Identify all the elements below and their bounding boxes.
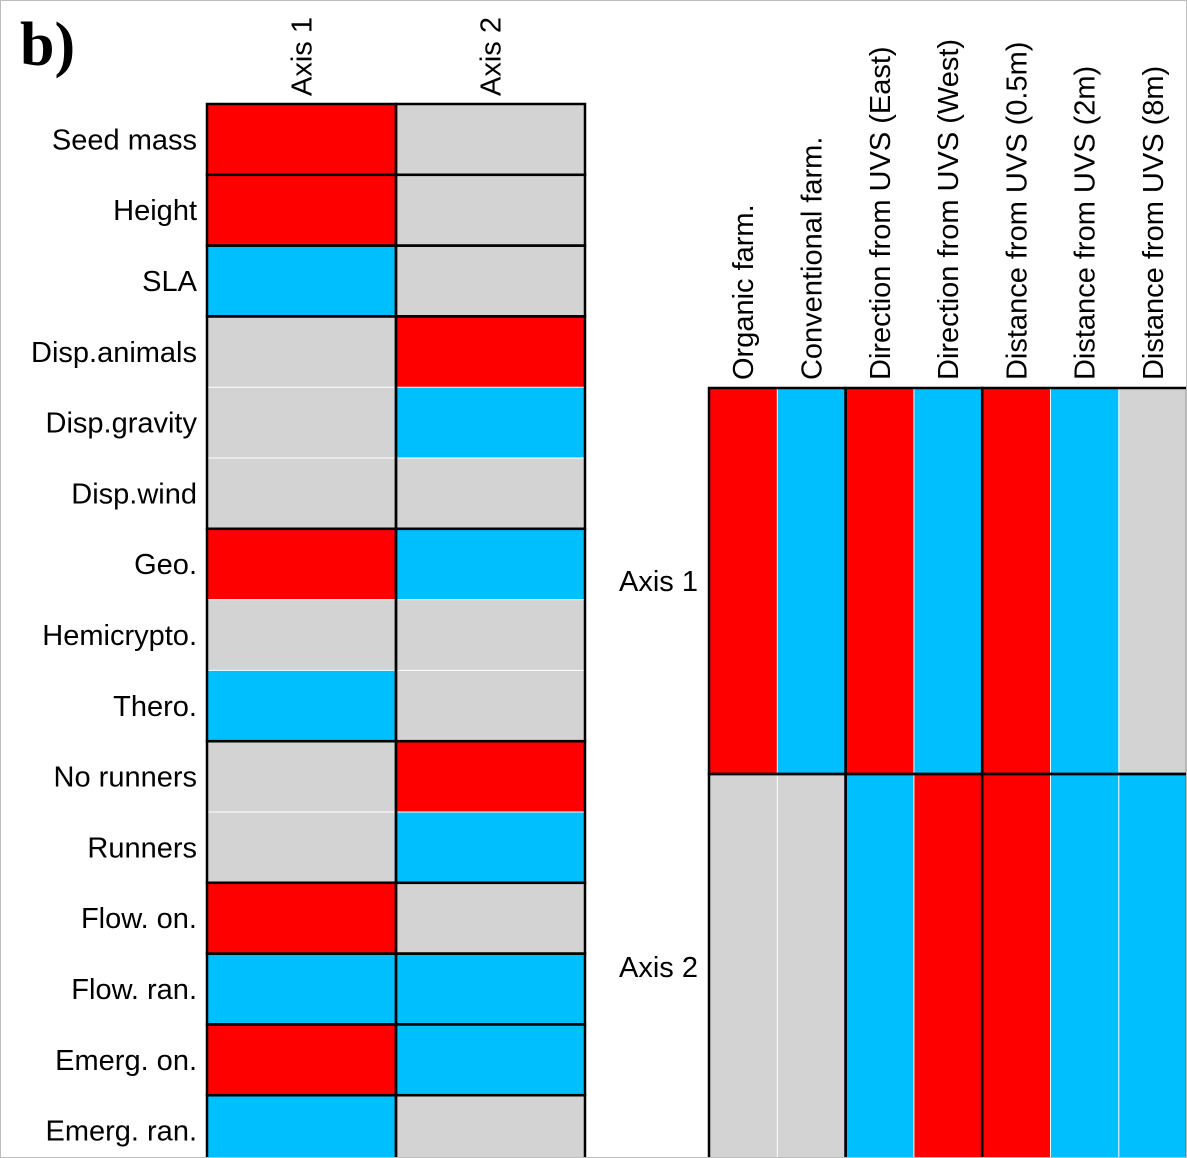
cell-flow-on-axis-1 (207, 882, 396, 954)
cell-disp-wind-axis-1 (207, 458, 396, 529)
cell-disp-animals-axis-1 (207, 316, 396, 388)
row-label-axis-1: Axis 1 (619, 566, 698, 598)
row-label-seed-mass: Seed mass (52, 124, 197, 156)
row-label-sla: SLA (142, 266, 197, 298)
cell-flow-ran-axis-1 (207, 953, 396, 1025)
cell-axis-1-conventional-farm (777, 388, 846, 774)
row-label-disp-animals: Disp.animals (31, 337, 197, 369)
cell-thero-axis-1 (207, 670, 396, 742)
group-border (394, 1093, 587, 1158)
cell-emerg-on-axis-1 (207, 1024, 396, 1096)
row-label-geo: Geo. (134, 549, 197, 581)
row-label-emerg-on: Emerg. on. (55, 1045, 197, 1077)
cell-sla-axis-2 (396, 245, 585, 317)
cell-disp-gravity-axis-1 (207, 387, 396, 458)
cell-axis-1-distance-from-uvs-2m (1050, 388, 1119, 774)
column-label-distance-from-uvs-8m: Distance from UVS (8m) (1138, 66, 1170, 380)
column-label-axis-2: Axis 2 (476, 17, 508, 96)
cell-axis-2-conventional-farm (777, 774, 846, 1158)
cell-height-axis-2 (396, 174, 585, 246)
cell-sla-axis-1 (207, 245, 396, 317)
row-label-disp-wind: Disp.wind (71, 478, 197, 510)
cell-disp-wind-axis-2 (396, 458, 585, 529)
column-label-distance-from-uvs-0-5m: Distance from UVS (0.5m) (1001, 42, 1033, 380)
column-label-direction-from-uvs-west: Direction from UVS (West) (933, 39, 965, 380)
cell-seed-mass-axis-2 (396, 104, 585, 175)
column-label-direction-from-uvs-east: Direction from UVS (East) (865, 46, 897, 380)
cell-height-axis-1 (207, 174, 396, 246)
cell-thero-axis-2 (396, 670, 585, 742)
row-label-hemicrypto: Hemicrypto. (42, 620, 197, 652)
cell-flow-on-axis-2 (396, 882, 585, 954)
row-label-height: Height (113, 195, 197, 227)
panel-label: b) (20, 11, 76, 79)
cell-runners-axis-1 (207, 812, 396, 883)
column-label-axis-1: Axis 1 (287, 17, 319, 96)
row-label-thero: Thero. (113, 691, 197, 723)
cell-emerg-ran-axis-2 (396, 1095, 585, 1158)
row-label-emerg-ran: Emerg. ran. (46, 1116, 198, 1148)
cell-disp-gravity-axis-2 (396, 387, 585, 458)
cell-axis-2-organic-farm (709, 774, 778, 1158)
cell-axis-2-distance-from-uvs-8m (1118, 774, 1187, 1158)
cell-axis-1-direction-from-uvs-east (845, 388, 914, 774)
cell-axis-1-distance-from-uvs-8m (1118, 388, 1187, 774)
cell-hemicrypto-axis-2 (396, 599, 585, 671)
group-border (980, 772, 1187, 1158)
cell-axis-1-organic-farm (709, 388, 778, 774)
cell-emerg-ran-axis-1 (207, 1095, 396, 1158)
cell-seed-mass-axis-1 (207, 104, 396, 175)
row-label-no-runners: No runners (54, 762, 197, 794)
cell-geo-axis-2 (396, 528, 585, 600)
row-label-axis-2: Axis 2 (619, 952, 698, 984)
cell-no-runners-axis-1 (207, 741, 396, 812)
cell-no-runners-axis-2 (396, 741, 585, 812)
row-label-runners: Runners (87, 832, 197, 864)
cell-hemicrypto-axis-1 (207, 599, 396, 671)
cell-axis-1-direction-from-uvs-west (913, 388, 983, 774)
row-label-flow-on: Flow. on. (81, 903, 197, 935)
cell-axis-2-direction-from-uvs-east (845, 774, 914, 1158)
column-label-conventional-farm: Conventional farm. (796, 137, 828, 380)
cell-axis-1-distance-from-uvs-0-5m (982, 388, 1051, 774)
row-label-flow-ran: Flow. ran. (71, 974, 197, 1006)
column-label-organic-farm: Organic farm. (728, 204, 760, 380)
cell-geo-axis-1 (207, 528, 396, 600)
cell-runners-axis-2 (396, 812, 585, 883)
column-label-distance-from-uvs-2m: Distance from UVS (2m) (1070, 66, 1102, 380)
cell-flow-ran-axis-2 (396, 953, 585, 1025)
cell-axis-2-direction-from-uvs-west (913, 774, 983, 1158)
cell-emerg-on-axis-2 (396, 1024, 585, 1096)
cell-axis-2-distance-from-uvs-2m (1050, 774, 1119, 1158)
row-label-disp-gravity: Disp.gravity (46, 408, 198, 440)
cell-disp-animals-axis-2 (396, 316, 585, 388)
cell-axis-2-distance-from-uvs-0-5m (982, 774, 1051, 1158)
